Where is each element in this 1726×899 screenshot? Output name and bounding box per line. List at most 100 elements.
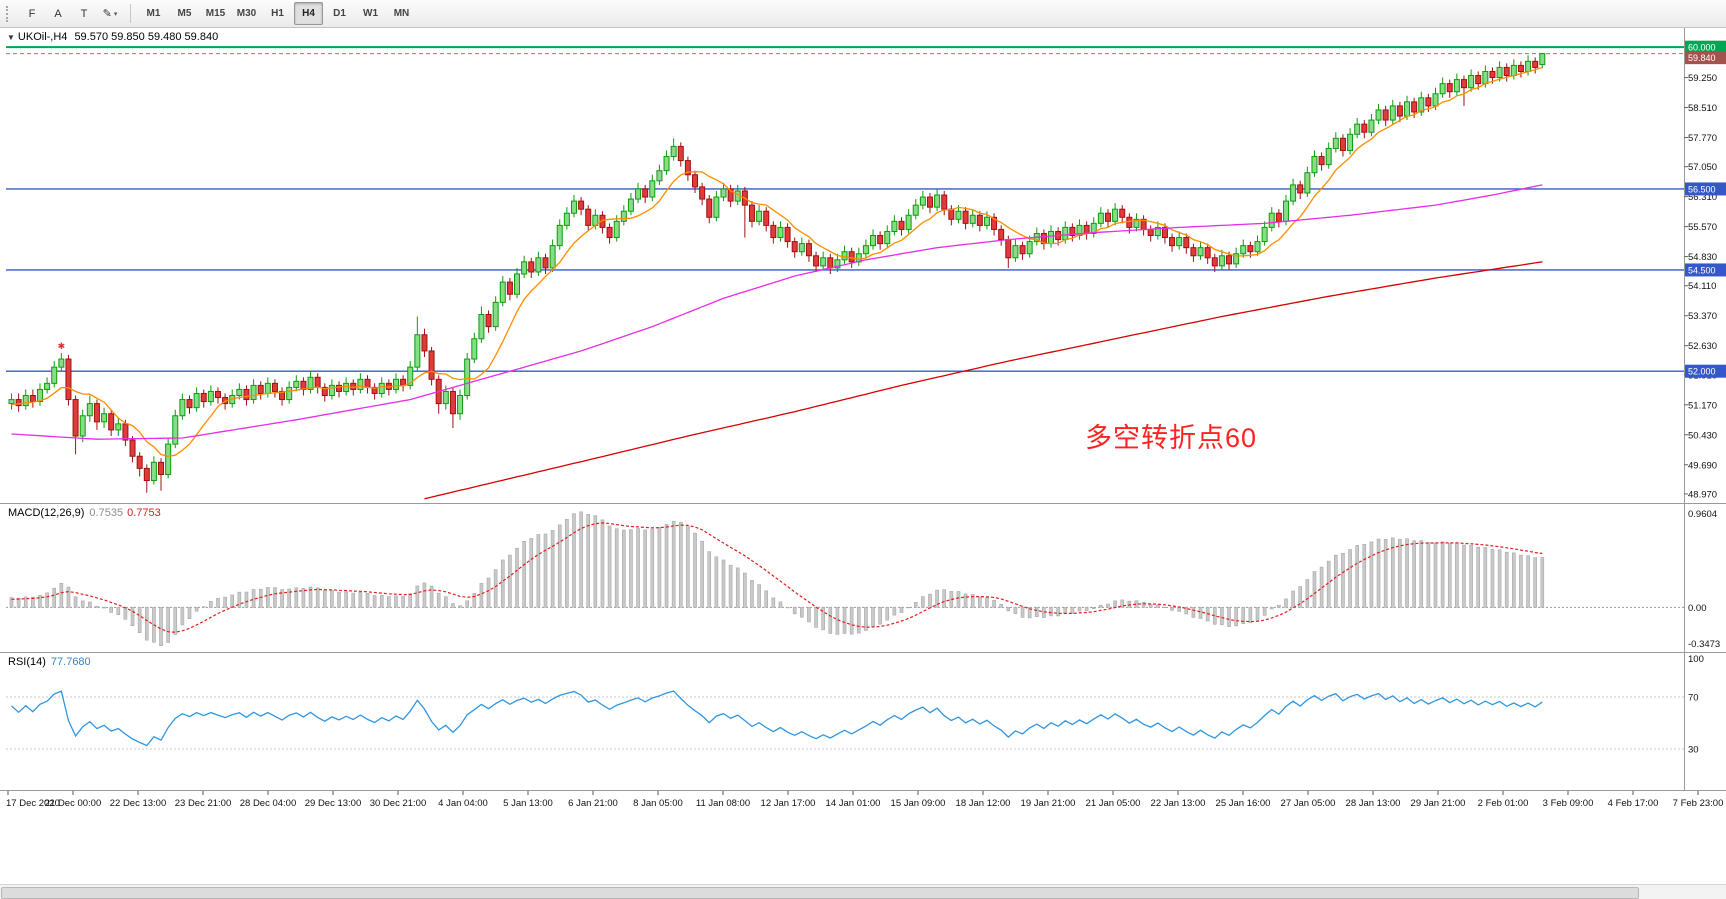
svg-text:12 Jan 17:00: 12 Jan 17:00 [761, 798, 816, 809]
svg-text:2 Feb 01:00: 2 Feb 01:00 [1478, 798, 1529, 809]
svg-text:11 Jan 08:00: 11 Jan 08:00 [696, 798, 750, 809]
ma-fast [11, 66, 1543, 457]
rsi-indicator-label: RSI(14) 77.7680 [8, 656, 91, 668]
svg-text:54.500: 54.500 [1688, 265, 1716, 275]
svg-text:59.250: 59.250 [1688, 73, 1717, 84]
svg-text:57.050: 57.050 [1688, 162, 1717, 173]
svg-text:60.000: 60.000 [1688, 43, 1716, 53]
svg-text:18 Jan 12:00: 18 Jan 12:00 [956, 798, 1011, 809]
svg-text:29 Dec 13:00: 29 Dec 13:00 [305, 798, 362, 809]
timeframe-button-d1[interactable]: D1 [333, 8, 346, 19]
toolbar: F A T ✎ ▾ M1 M5 M15 M30 H1 H4 D1 W1 MN [0, 0, 1726, 28]
svg-text:22 Dec 13:00: 22 Dec 13:00 [110, 798, 167, 809]
arrow-tool-button[interactable]: A [54, 7, 62, 20]
svg-text:52.000: 52.000 [1688, 367, 1716, 377]
svg-text:7 Feb 23:00: 7 Feb 23:00 [1673, 798, 1724, 809]
svg-text:22 Jan 13:00: 22 Jan 13:00 [1151, 798, 1206, 809]
svg-text:5 Jan 13:00: 5 Jan 13:00 [503, 798, 553, 809]
candles-layer[interactable] [8, 53, 1546, 493]
chart-title: ▼ UKOil-,H4 59.570 59.850 59.480 59.840 [7, 31, 218, 43]
peak-marker-icon: ✱ [58, 341, 66, 351]
svg-text:4 Feb 17:00: 4 Feb 17:00 [1608, 798, 1659, 809]
svg-text:21 Jan 05:00: 21 Jan 05:00 [1086, 798, 1141, 809]
svg-text:28 Dec 04:00: 28 Dec 04:00 [240, 798, 297, 809]
timeframe-button-h1[interactable]: H1 [271, 8, 284, 19]
svg-text:15 Jan 09:00: 15 Jan 09:00 [891, 798, 946, 809]
price-badge [1685, 263, 1726, 277]
timeframe-button-w1[interactable]: W1 [363, 8, 378, 19]
svg-text:0.00: 0.00 [1688, 603, 1707, 614]
timeframe-button-m30[interactable]: M30 [236, 8, 257, 19]
horizontal-level-lines[interactable] [6, 46, 1684, 372]
price-badge [1685, 364, 1726, 378]
svg-text:57.770: 57.770 [1688, 133, 1717, 144]
panel-frame [0, 28, 1726, 791]
svg-text:56.310: 56.310 [1688, 192, 1717, 203]
price-scale[interactable]: 59.250 58.510 57.770 57.050 56.310 55.570 54.8… [1684, 40, 1726, 501]
svg-text:54.830: 54.830 [1688, 252, 1717, 263]
macd-name: MACD(12,26,9) [8, 507, 85, 519]
macd-panel[interactable]: 0.9604 0.00 -0.3473 [6, 509, 1720, 650]
svg-text:59.840: 59.840 [1688, 53, 1716, 63]
f-tool-button[interactable]: F [28, 7, 36, 20]
svg-text:54.110: 54.110 [1688, 281, 1716, 292]
svg-text:14 Jan 01:00: 14 Jan 01:00 [826, 798, 881, 809]
svg-text:51.170: 51.170 [1688, 400, 1717, 411]
ma-mid [11, 184, 1543, 440]
rsi-value: 77.7680 [50, 656, 91, 668]
timeframe-button-m15[interactable]: M15 [205, 8, 226, 19]
rsi-panel[interactable]: 100 70 30 [6, 654, 1704, 756]
macd-value-main: 0.7535 [89, 507, 124, 519]
text-annotation[interactable]: 多空转折点60 [1085, 423, 1258, 453]
text-tool-button[interactable]: T [80, 7, 88, 20]
svg-text:6 Jan 21:00: 6 Jan 21:00 [568, 798, 618, 809]
svg-text:19 Jan 21:00: 19 Jan 21:00 [1021, 798, 1076, 809]
svg-text:30 Dec 21:00: 30 Dec 21:00 [370, 798, 427, 809]
svg-text:23 Dec 21:00: 23 Dec 21:00 [175, 798, 232, 809]
svg-text:48.970: 48.970 [1688, 489, 1717, 500]
price-badge [1685, 182, 1726, 196]
svg-text:53.370: 53.370 [1688, 311, 1717, 322]
svg-text:56.500: 56.500 [1688, 184, 1716, 194]
svg-text:29 Jan 21:00: 29 Jan 21:00 [1411, 798, 1466, 809]
svg-text:0.9604: 0.9604 [1688, 509, 1717, 520]
svg-text:50.430: 50.430 [1688, 430, 1717, 441]
draw-tool-button[interactable]: ✎ ▾ [102, 8, 118, 20]
toolbar-separator [130, 4, 131, 23]
macd-indicator-label: MACD(12,26,9) 0.7535 0.7753 [8, 507, 161, 519]
svg-text:4 Jan 04:00: 4 Jan 04:00 [438, 798, 488, 809]
svg-text:25 Jan 16:00: 25 Jan 16:00 [1216, 798, 1271, 809]
toolbar-grip[interactable] [6, 5, 13, 22]
rsi-name: RSI(14) [8, 656, 46, 668]
timeframe-button-m1[interactable]: M1 [146, 8, 161, 19]
svg-text:55.570: 55.570 [1688, 222, 1717, 233]
svg-text:70: 70 [1688, 693, 1699, 704]
svg-text:30: 30 [1688, 745, 1699, 756]
timeframe-button-mn[interactable]: MN [393, 8, 410, 19]
symbol-dropdown-icon[interactable]: ▼ [7, 33, 15, 42]
timeframe-button-m5[interactable]: M5 [177, 8, 192, 19]
ohlc-readout: 59.570 59.850 59.480 59.840 [74, 31, 219, 43]
svg-text:27 Jan 05:00: 27 Jan 05:00 [1281, 798, 1336, 809]
svg-text:21 Dec 00:00: 21 Dec 00:00 [45, 798, 102, 809]
timeframe-button-h4[interactable]: H4 [294, 2, 323, 25]
scrollbar-thumb[interactable] [1, 887, 1639, 899]
svg-text:17 Dec 2020: 17 Dec 2020 [6, 798, 60, 809]
svg-text:100: 100 [1688, 654, 1704, 665]
svg-text:58.510: 58.510 [1688, 103, 1717, 114]
price-badge [1685, 40, 1726, 54]
svg-text:28 Jan 13:00: 28 Jan 13:00 [1346, 798, 1401, 809]
svg-text:3 Feb 09:00: 3 Feb 09:00 [1543, 798, 1594, 809]
svg-text:-0.3473: -0.3473 [1688, 639, 1720, 650]
macd-value-signal: 0.7753 [127, 507, 161, 519]
svg-text:49.690: 49.690 [1688, 460, 1717, 471]
price-badge [1685, 51, 1726, 65]
rsi-line [11, 690, 1543, 747]
symbol-label: UKOil-,H4 [17, 31, 68, 43]
macd-signal-line [11, 522, 1543, 633]
horizontal-scrollbar[interactable] [0, 884, 1726, 899]
ma-slow [424, 261, 1543, 500]
